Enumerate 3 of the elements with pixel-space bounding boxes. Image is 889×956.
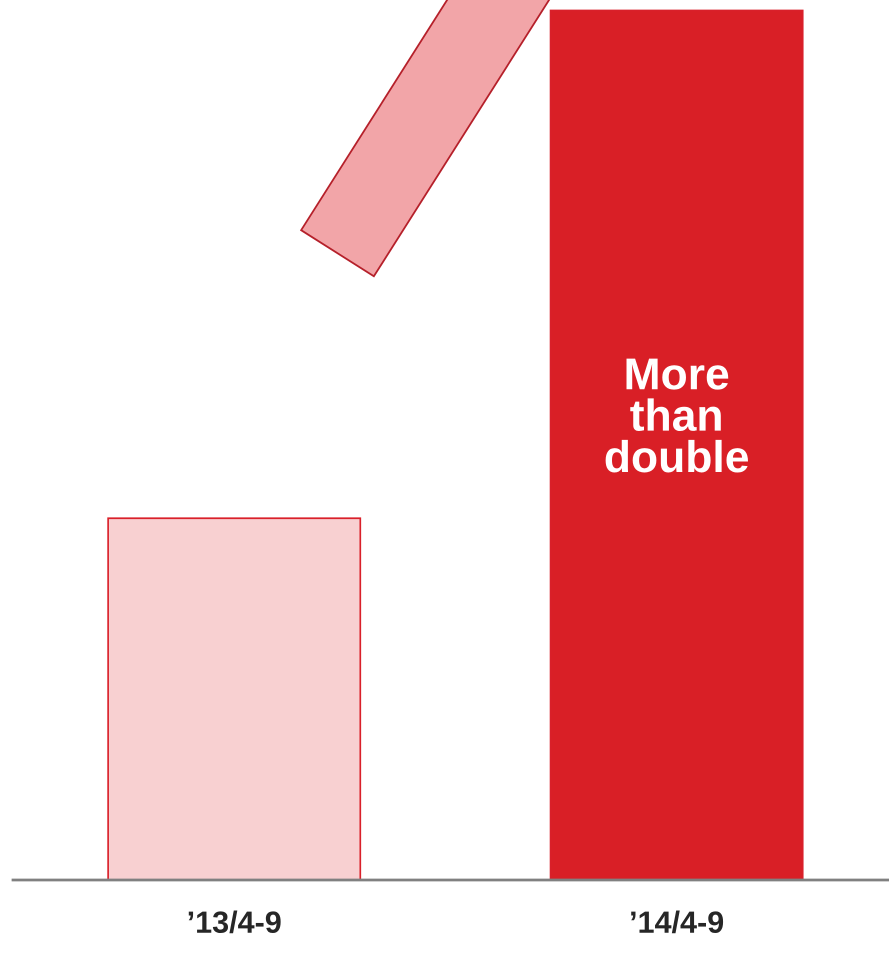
- x-tick-label: ’14/4-9: [631, 910, 724, 934]
- x-tick-label: ’13/4-9: [188, 910, 281, 934]
- annotation: More than double: [606, 358, 748, 472]
